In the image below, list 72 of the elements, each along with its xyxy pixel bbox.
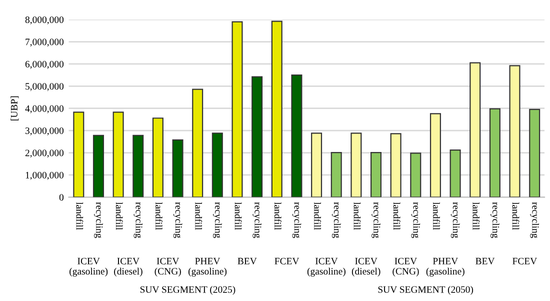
x-tick-label: landfill bbox=[195, 202, 202, 230]
x-tick-label: landfill bbox=[156, 202, 162, 230]
bar bbox=[73, 112, 84, 198]
bar bbox=[370, 152, 382, 198]
text: ICEV (gasoline) bbox=[307, 258, 346, 277]
x-tick-label: recycling bbox=[173, 202, 182, 238]
bar bbox=[350, 132, 362, 198]
y-tick-label: 8,000,000 bbox=[25, 16, 64, 24]
x-tick-label: recycling bbox=[213, 202, 222, 238]
text: BEV bbox=[476, 258, 495, 264]
y-tick-label: 3,000,000 bbox=[25, 127, 64, 136]
bar bbox=[390, 133, 402, 198]
bar bbox=[470, 62, 481, 198]
text: FCEV bbox=[512, 258, 537, 264]
text: SUV SEGMENT (2025) bbox=[140, 286, 236, 295]
x-tick-label: recycling bbox=[134, 202, 143, 238]
x-tick-label: recycling bbox=[490, 202, 500, 238]
bar bbox=[232, 21, 243, 198]
x-tick-label: recycling bbox=[292, 202, 302, 238]
y-tick-label: 4,000,000 bbox=[25, 105, 64, 114]
bar bbox=[529, 108, 540, 198]
text: PHEV (gasoline) bbox=[188, 258, 227, 277]
x-tick-label: landfill bbox=[472, 202, 480, 230]
x-tick-label: recycling bbox=[252, 202, 262, 238]
x-tick-label: recycling bbox=[530, 202, 540, 238]
x-tick-label: recycling bbox=[411, 202, 420, 238]
x-tick-label: landfill bbox=[314, 202, 322, 230]
text: ICEV (CNG) bbox=[392, 258, 419, 277]
x-tick-label: recycling bbox=[372, 202, 380, 238]
x-tick-label: landfill bbox=[274, 202, 282, 230]
bar bbox=[112, 112, 124, 198]
text: ICEV (diesel) bbox=[352, 258, 380, 277]
bar bbox=[152, 118, 164, 198]
bar bbox=[330, 152, 342, 198]
bar bbox=[410, 152, 422, 198]
bar bbox=[489, 108, 500, 198]
bar bbox=[430, 113, 441, 198]
text: ICEV (CNG) bbox=[154, 258, 181, 277]
text: ICEV (gasoline) bbox=[70, 258, 108, 277]
bar bbox=[192, 88, 204, 198]
x-tick-label: landfill bbox=[512, 202, 520, 230]
x-tick-label: recycling bbox=[450, 202, 460, 238]
y-axis-title: [UBP] bbox=[10, 96, 19, 120]
y-tick-label: 0 bbox=[59, 194, 64, 201]
bar bbox=[172, 139, 184, 198]
y-tick-label: 6,000,000 bbox=[25, 60, 64, 69]
text: BEV bbox=[238, 258, 257, 264]
x-tick-label: landfill bbox=[76, 202, 84, 230]
y-tick-label: 2,000,000 bbox=[25, 150, 64, 158]
x-tick-label: landfill bbox=[393, 202, 400, 230]
x-tick-label: landfill bbox=[433, 202, 440, 230]
bar bbox=[271, 20, 282, 198]
bar bbox=[509, 65, 520, 198]
bar bbox=[132, 134, 144, 198]
y-tick-label: 7,000,000 bbox=[26, 38, 64, 47]
bar bbox=[252, 76, 263, 198]
bar bbox=[311, 132, 322, 198]
bar bbox=[212, 132, 223, 198]
y-tick-label: 1,000,000 bbox=[26, 172, 64, 180]
x-tick-label: landfill bbox=[354, 202, 361, 230]
text: SUV SEGMENT (2050) bbox=[378, 286, 474, 295]
bar bbox=[92, 134, 104, 198]
y-tick-label: 5,000,000 bbox=[26, 83, 64, 92]
text: FCEV bbox=[274, 258, 300, 264]
text: ICEV (diesel) bbox=[114, 258, 142, 277]
x-tick-label: recycling bbox=[94, 202, 103, 238]
x-tick-label: landfill bbox=[116, 202, 123, 230]
text: PHEV (gasoline) bbox=[426, 258, 464, 277]
bar bbox=[291, 74, 302, 198]
x-tick-label: recycling bbox=[332, 202, 341, 238]
x-tick-label: landfill bbox=[234, 202, 242, 230]
bar bbox=[450, 150, 461, 198]
